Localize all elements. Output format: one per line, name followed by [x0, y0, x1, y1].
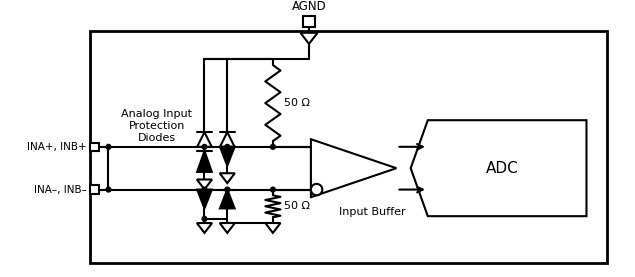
Circle shape	[225, 144, 230, 149]
Text: 50 Ω: 50 Ω	[284, 98, 311, 108]
Polygon shape	[197, 179, 212, 189]
Polygon shape	[197, 151, 212, 172]
Circle shape	[311, 184, 323, 195]
Bar	[90, 185, 99, 194]
Circle shape	[225, 187, 230, 192]
Polygon shape	[197, 223, 212, 233]
Polygon shape	[197, 132, 212, 147]
Bar	[90, 31, 608, 263]
Polygon shape	[220, 173, 235, 183]
Circle shape	[202, 216, 207, 221]
Bar	[304, 16, 315, 27]
Circle shape	[202, 144, 207, 149]
Polygon shape	[220, 189, 234, 208]
Polygon shape	[220, 223, 235, 233]
Polygon shape	[220, 147, 234, 166]
Polygon shape	[411, 120, 587, 216]
Polygon shape	[265, 223, 281, 233]
Polygon shape	[311, 139, 396, 197]
Circle shape	[271, 187, 275, 192]
Text: Input Buffer: Input Buffer	[340, 207, 406, 217]
Circle shape	[271, 144, 275, 149]
Text: AGND: AGND	[291, 0, 326, 13]
Text: ADC: ADC	[486, 161, 519, 176]
Circle shape	[106, 187, 111, 192]
Polygon shape	[220, 132, 234, 147]
Circle shape	[202, 187, 207, 192]
Text: INA+, INB+: INA+, INB+	[27, 142, 86, 152]
Text: Analog Input
Protection
Diodes: Analog Input Protection Diodes	[121, 109, 192, 142]
Bar	[90, 143, 99, 151]
Text: 50 Ω: 50 Ω	[284, 201, 311, 211]
Text: INA–, INB–: INA–, INB–	[34, 184, 86, 194]
Circle shape	[106, 144, 111, 149]
Polygon shape	[197, 189, 212, 208]
Polygon shape	[300, 33, 318, 44]
